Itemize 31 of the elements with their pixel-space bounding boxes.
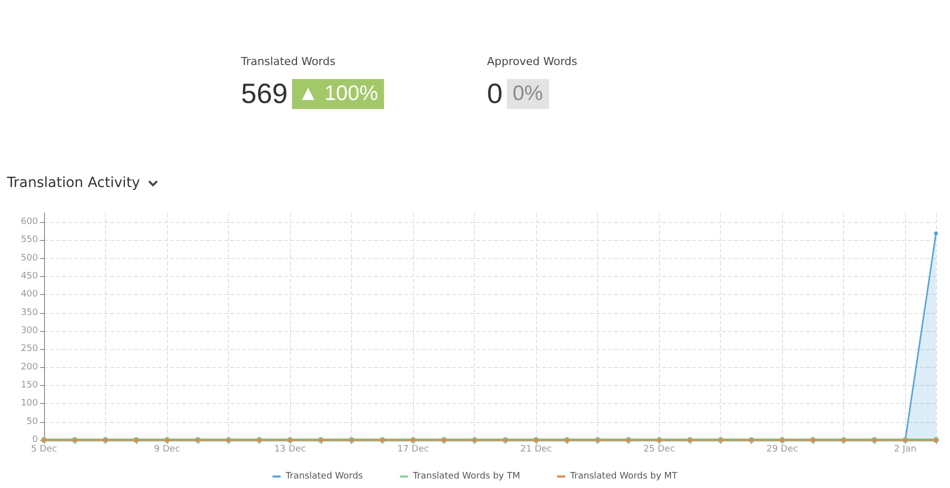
y-tick-label: 200 xyxy=(20,362,38,372)
y-tick-label: 600 xyxy=(20,217,38,228)
legend-label: Translated Words by TM xyxy=(412,472,520,482)
y-tick-label: 100 xyxy=(20,398,38,409)
x-tick-label: 25 Dec xyxy=(643,444,676,454)
legend-label: Translated Words xyxy=(284,472,364,482)
y-tick-label: 50 xyxy=(26,416,38,427)
y-tick-label: 150 xyxy=(20,380,38,391)
x-tick-label: 2 Jan xyxy=(894,444,916,454)
y-tick-label: 250 xyxy=(20,344,38,354)
legend-label: Translated Words by MT xyxy=(569,472,678,482)
x-tick-label: 29 Dec xyxy=(766,444,798,454)
y-tick-label: 350 xyxy=(20,308,38,318)
text: Approved Words xyxy=(487,55,578,69)
text: 0% xyxy=(506,79,549,109)
text: 0 xyxy=(487,78,503,109)
y-tick-label: 0 xyxy=(32,435,38,445)
text: ▲ 100% xyxy=(292,79,384,109)
y-tick-label: 300 xyxy=(20,326,38,336)
x-tick-label: 5 Dec xyxy=(30,444,58,454)
text: Translated Words xyxy=(241,55,336,69)
y-tick-label: 500 xyxy=(20,253,38,264)
y-tick-label: 550 xyxy=(20,235,38,246)
x-tick-label: 13 Dec xyxy=(274,444,306,454)
chart-title: Translation Activity xyxy=(7,175,140,191)
text: 569 xyxy=(241,78,288,109)
x-tick-label: 17 Dec xyxy=(397,444,430,454)
y-tick-label: 400 xyxy=(20,290,38,300)
x-tick-label: 21 Dec xyxy=(520,444,552,454)
y-tick-label: 450 xyxy=(20,272,38,282)
x-tick-label: 9 Dec xyxy=(154,444,180,454)
